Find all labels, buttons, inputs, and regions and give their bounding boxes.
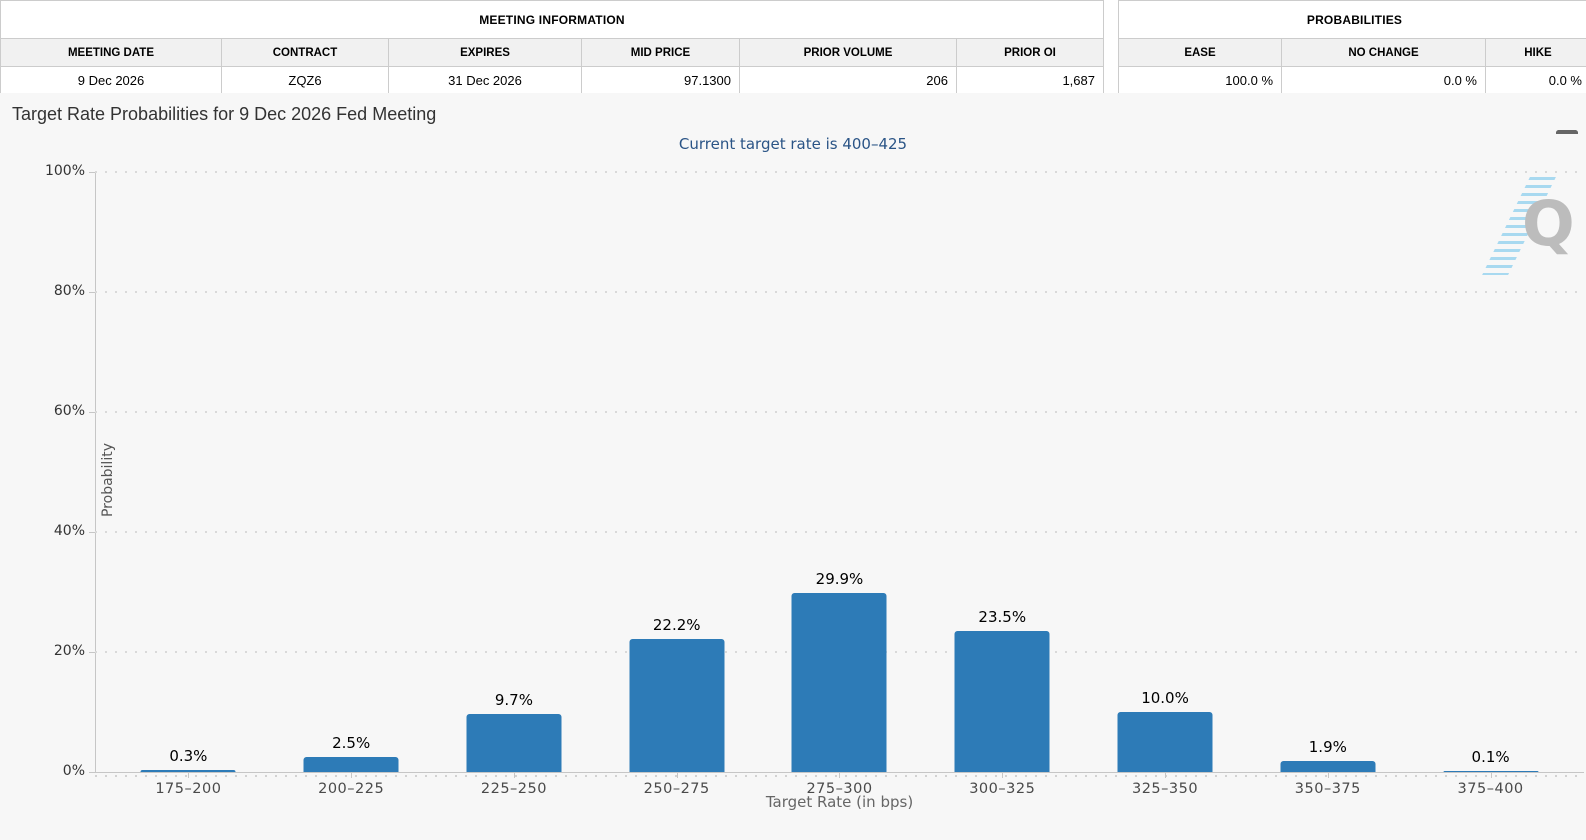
y-axis-tick — [89, 532, 95, 533]
category-label: 275–300 — [806, 781, 873, 797]
category-slot: 22.2% 250–275 — [595, 172, 758, 797]
gridline — [95, 291, 1584, 293]
chart-title: Target Rate Probabilities for 9 Dec 2026… — [12, 104, 437, 124]
gridline — [95, 531, 1584, 533]
ease-value: 100.0 % — [1225, 72, 1273, 88]
hike-value: 0.0 % — [1485, 67, 1586, 93]
prior-volume-value: 206 — [739, 67, 956, 93]
y-axis-label: 20% — [53, 643, 85, 659]
meeting-information-header-row: MEETING DATE CONTRACT EXPIRES MID PRICE … — [1, 39, 1103, 67]
bar-value-label: 22.2% — [652, 615, 701, 634]
probability-bar[interactable] — [791, 592, 887, 772]
col-expires: EXPIRES — [388, 39, 581, 66]
hamburger-menu-icon[interactable] — [1553, 110, 1581, 134]
x-axis-tick — [351, 772, 353, 778]
category-slot: 9.7% 225–250 — [433, 172, 596, 797]
x-axis-tick — [1165, 772, 1167, 778]
y-axis-tick — [89, 292, 95, 293]
probabilities-value-row: 100.0 % 0.0 % 0.0 % — [1119, 67, 1586, 93]
hamburger-bar — [1556, 130, 1578, 134]
probability-bar[interactable] — [466, 713, 562, 772]
x-axis-tick — [839, 772, 841, 778]
category-slot: 10.0% 325–350 — [1084, 172, 1247, 797]
category-label: 225–250 — [480, 781, 547, 797]
no-change-value: 0.0 % — [1281, 67, 1485, 93]
x-axis-tick — [1327, 772, 1329, 778]
category-slot: 23.5% 300–325 — [921, 172, 1084, 797]
category-label: 300–325 — [969, 781, 1036, 797]
bar-value-label: 1.9% — [1308, 737, 1347, 756]
x-axis-tick — [1490, 772, 1492, 778]
y-axis-label: 40% — [53, 523, 85, 539]
category-label: 250–275 — [643, 781, 710, 797]
y-axis-tick — [89, 652, 95, 653]
prior-oi-value: 1,687 — [956, 67, 1103, 93]
bar-value-label: 23.5% — [978, 608, 1027, 626]
col-ease: EASE — [1184, 46, 1216, 59]
bar-value-label: 10.0% — [1141, 689, 1189, 707]
target-rate-chart: Target Rate Probabilities for 9 Dec 2026… — [0, 93, 1586, 840]
col-meeting-date: MEETING DATE — [67, 46, 155, 59]
bar-value-label: 29.9% — [815, 569, 864, 588]
x-axis-tick — [188, 772, 190, 778]
x-axis-tick — [513, 772, 515, 778]
y-axis-label: 60% — [53, 403, 85, 419]
col-mid-price: MID PRICE — [581, 39, 739, 66]
chart-subtitle: Current target rate is 400–425 — [678, 135, 908, 153]
col-contract: CONTRACT — [221, 39, 388, 66]
y-axis-line — [95, 172, 96, 772]
probability-bar[interactable] — [1443, 771, 1539, 772]
x-axis-tick — [676, 772, 678, 778]
category-slot: 0.3% 175–200 — [107, 172, 270, 797]
col-prior-volume: PRIOR VOLUME — [739, 39, 956, 66]
probabilities-table: PROBABILITIES EASE NO CHANGE HIKE 100.0 … — [1118, 0, 1586, 94]
x-axis-title: Target Rate (in bps) — [765, 793, 914, 811]
gridline — [95, 411, 1584, 413]
probability-bar[interactable] — [303, 757, 399, 772]
col-hike: HIKE — [1485, 39, 1586, 66]
expires-value: 31 Dec 2026 — [388, 67, 581, 93]
probabilities-title: PROBABILITIES — [1119, 1, 1586, 39]
bar-value-label: 9.7% — [494, 690, 533, 709]
probability-bar[interactable] — [954, 631, 1050, 772]
x-axis-tick — [1002, 772, 1004, 778]
gridline — [95, 171, 1584, 173]
y-axis-tick — [89, 412, 95, 413]
probability-bar[interactable] — [140, 770, 236, 772]
y-axis-label: 80% — [53, 283, 85, 299]
y-axis-tick — [89, 772, 95, 773]
meeting-information-title: MEETING INFORMATION — [1, 1, 1103, 39]
meeting-information-value-row: 9 Dec 2026 ZQZ6 31 Dec 2026 97.1300 206 … — [1, 67, 1103, 93]
bar-value-label: 0.1% — [1471, 748, 1510, 767]
col-prior-oi: PRIOR OI — [956, 39, 1103, 66]
y-axis-tick — [89, 172, 95, 173]
probability-bar[interactable] — [1117, 712, 1213, 772]
probabilities-header-row: EASE NO CHANGE HIKE — [1119, 39, 1586, 67]
category-slot: 0.1% 375–400 — [1409, 172, 1572, 797]
meeting-date-value: 9 Dec 2026 — [77, 72, 145, 88]
y-axis-label: 100% — [44, 163, 85, 179]
category-slot: 1.9% 350–375 — [1246, 172, 1409, 797]
contract-value: ZQZ6 — [221, 67, 388, 93]
category-label: 200–225 — [318, 781, 385, 797]
category-label: 350–375 — [1294, 781, 1361, 797]
probability-bar[interactable] — [629, 638, 725, 772]
category-label: 375–400 — [1457, 781, 1524, 797]
probability-bar[interactable] — [1280, 760, 1376, 772]
bar-value-label: 0.3% — [169, 747, 208, 766]
mid-price-value: 97.1300 — [581, 67, 739, 93]
category-label: 325–350 — [1131, 781, 1199, 797]
category-slot: 29.9% 275–300 — [758, 172, 921, 797]
plot-area: Probability 0% 20% 40% 60% 80% 100% 0.3% 175–20… — [45, 163, 1584, 797]
category-label: 175–200 — [155, 781, 222, 797]
col-no-change: NO CHANGE — [1281, 39, 1485, 66]
y-axis-label: 0% — [62, 763, 85, 779]
bar-value-label: 2.5% — [332, 734, 371, 752]
meeting-information-table: MEETING INFORMATION MEETING DATE CONTRAC… — [0, 0, 1104, 94]
category-slot: 2.5% 200–225 — [270, 172, 433, 797]
